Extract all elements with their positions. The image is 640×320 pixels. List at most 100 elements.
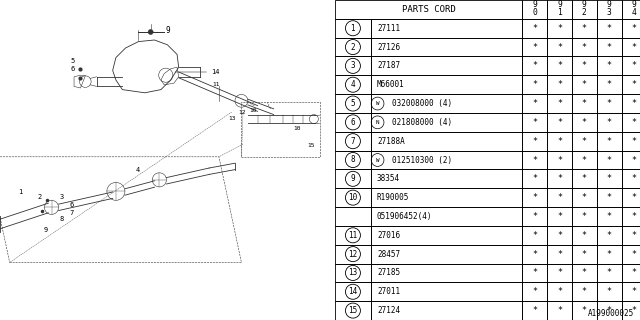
Bar (547, 245, 572, 264)
Text: *: * (607, 250, 612, 259)
Text: 9: 9 (351, 174, 355, 183)
Bar (596, 301, 621, 320)
Text: *: * (632, 24, 636, 33)
Bar (371, 56, 522, 75)
Bar (621, 207, 640, 226)
Text: *: * (632, 231, 636, 240)
Text: *: * (557, 118, 562, 127)
Bar (621, 169, 640, 188)
Bar (621, 56, 640, 75)
Text: 051906452(4): 051906452(4) (377, 212, 433, 221)
Bar (596, 169, 621, 188)
Bar (621, 245, 640, 264)
Text: *: * (582, 174, 587, 183)
Bar (522, 245, 547, 264)
Text: *: * (632, 306, 636, 315)
Bar (621, 94, 640, 113)
Bar (522, 38, 547, 56)
Text: 3: 3 (351, 61, 355, 70)
Bar (596, 132, 621, 151)
Text: 13: 13 (348, 268, 358, 277)
Bar (572, 151, 596, 169)
Text: *: * (532, 80, 537, 89)
Text: *: * (557, 250, 562, 259)
Bar (371, 151, 522, 169)
Bar (572, 113, 596, 132)
Bar (596, 245, 621, 264)
Bar (547, 301, 572, 320)
Bar (596, 56, 621, 75)
Bar (371, 38, 522, 56)
Bar (547, 226, 572, 245)
Text: *: * (532, 99, 537, 108)
Bar (547, 113, 572, 132)
Text: 14: 14 (211, 69, 220, 75)
Text: *: * (632, 118, 636, 127)
Bar (335, 301, 371, 320)
Bar (522, 301, 547, 320)
Bar (335, 38, 371, 56)
Bar (621, 264, 640, 282)
Text: 12: 12 (238, 109, 246, 115)
Bar (371, 301, 522, 320)
Circle shape (148, 29, 153, 35)
Text: 9
1: 9 1 (557, 0, 562, 17)
Text: *: * (582, 156, 587, 164)
Bar (621, 19, 640, 38)
Bar (572, 264, 596, 282)
Text: *: * (557, 306, 562, 315)
Bar (596, 207, 621, 226)
Text: *: * (607, 80, 612, 89)
Text: 9
2: 9 2 (582, 0, 587, 17)
Text: 27011: 27011 (377, 287, 400, 296)
Text: *: * (607, 99, 612, 108)
Bar (547, 282, 572, 301)
Text: *: * (632, 193, 636, 202)
Text: 8: 8 (60, 216, 64, 222)
Bar (371, 75, 522, 94)
Text: *: * (557, 43, 562, 52)
Text: 2: 2 (37, 194, 41, 200)
Bar (596, 75, 621, 94)
Text: *: * (532, 287, 537, 296)
Bar (522, 19, 547, 38)
Bar (522, 264, 547, 282)
Bar (522, 132, 547, 151)
Text: *: * (632, 156, 636, 164)
Text: 012510300 (2): 012510300 (2) (392, 156, 452, 164)
Bar (572, 207, 596, 226)
Bar (371, 245, 522, 264)
Bar (335, 56, 371, 75)
Text: N: N (376, 120, 380, 125)
Bar (547, 94, 572, 113)
Text: 15: 15 (307, 143, 315, 148)
Text: *: * (632, 268, 636, 277)
Bar (371, 94, 522, 113)
Text: 27185: 27185 (377, 268, 400, 277)
Text: *: * (532, 250, 537, 259)
Text: *: * (532, 118, 537, 127)
Text: *: * (607, 231, 612, 240)
Text: *: * (632, 137, 636, 146)
Text: *: * (632, 99, 636, 108)
Text: *: * (582, 80, 587, 89)
Text: *: * (607, 118, 612, 127)
Bar (547, 207, 572, 226)
Bar (522, 75, 547, 94)
Text: 8: 8 (351, 156, 355, 164)
Bar (522, 113, 547, 132)
Text: 1: 1 (18, 189, 22, 195)
Bar (335, 75, 371, 94)
Bar (596, 38, 621, 56)
Text: *: * (557, 24, 562, 33)
Bar (572, 0, 596, 19)
Bar (572, 56, 596, 75)
Text: *: * (607, 193, 612, 202)
Bar (572, 19, 596, 38)
Bar (547, 151, 572, 169)
Text: *: * (557, 231, 562, 240)
Bar (596, 151, 621, 169)
Bar (547, 132, 572, 151)
Bar (547, 188, 572, 207)
Text: *: * (582, 231, 587, 240)
